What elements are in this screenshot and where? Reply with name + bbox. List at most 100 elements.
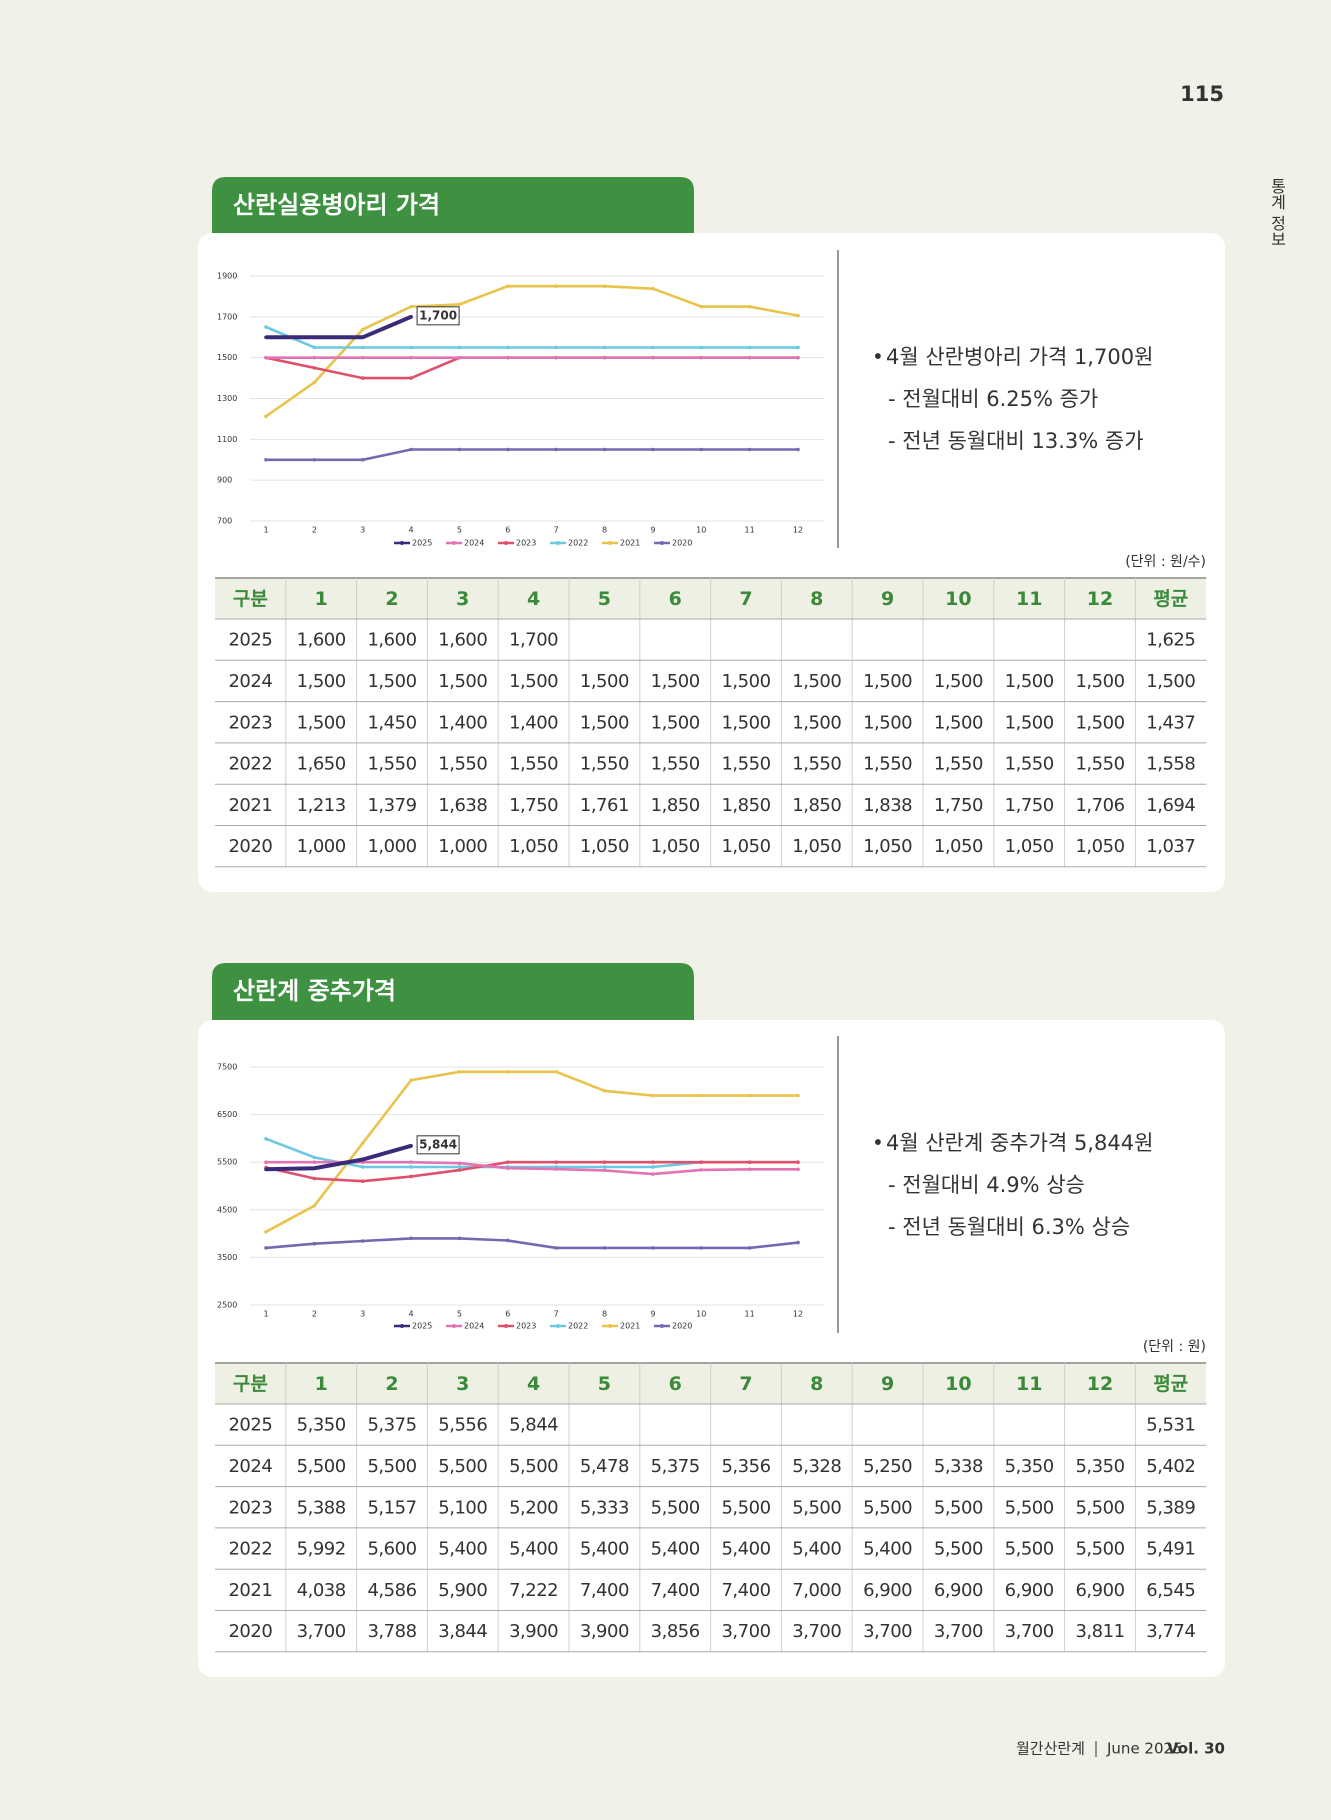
series-point <box>506 1069 510 1074</box>
y-tick-label: 6500 <box>217 1110 237 1119</box>
table-header-cell: 11 <box>1016 588 1042 610</box>
table-cell: 1,050 <box>721 836 770 857</box>
bullet-text: - 전년 동월대비 13.3% 증가 <box>888 429 1144 453</box>
table-cell: 4,038 <box>297 1580 346 1601</box>
table-cell: 1,500 <box>580 671 629 692</box>
table-cell: 1,500 <box>863 671 912 692</box>
table-cell: 1,500 <box>863 712 912 733</box>
series-point <box>699 355 704 360</box>
table-cell: 5,350 <box>1075 1456 1124 1477</box>
bullet-text: 4월 산란병아리 가격 1,700원 <box>886 345 1153 369</box>
table-cell: 1,000 <box>367 836 416 857</box>
x-tick-label: 2 <box>312 1310 317 1319</box>
series-point <box>264 355 268 360</box>
series-point <box>409 315 413 319</box>
table-cell: 5,900 <box>438 1580 487 1601</box>
y-tick-label: 1900 <box>217 272 237 281</box>
legend-label: 2022 <box>568 539 588 548</box>
series-point <box>360 457 365 462</box>
table-cell: 1,700 <box>509 630 558 651</box>
table-cell: 5,356 <box>721 1456 770 1477</box>
table-cell: 1,500 <box>792 671 841 692</box>
table-cell: 5,500 <box>1005 1539 1054 1560</box>
series-point <box>651 1246 655 1250</box>
y-tick-label: 5500 <box>217 1158 237 1167</box>
table-cell: 5,500 <box>1075 1539 1124 1560</box>
table-header-cell: 구분 <box>233 588 268 610</box>
series-point <box>796 1167 800 1172</box>
x-tick-label: 4 <box>409 1310 414 1319</box>
legend-label: 2021 <box>620 1322 640 1331</box>
unit-label: (단위 : 원/수) <box>1125 554 1206 570</box>
series-point <box>360 345 365 350</box>
series-point <box>360 335 365 340</box>
table-cell: 1,600 <box>297 630 346 651</box>
table-cell: 1,550 <box>509 754 558 775</box>
table-cell: 5,500 <box>297 1456 346 1477</box>
table-cell: 5,556 <box>438 1415 487 1436</box>
y-tick-label: 1500 <box>217 353 237 362</box>
series-point <box>796 355 800 360</box>
card <box>198 1020 1225 1677</box>
series-line <box>265 1143 412 1172</box>
table-cell: 5,500 <box>721 1497 770 1518</box>
table-cell: 1,750 <box>934 795 983 816</box>
table-cell: 1,050 <box>934 836 983 857</box>
legend-dot <box>556 541 560 545</box>
table-cell: 2022 <box>228 1539 272 1560</box>
series-point <box>747 1167 752 1172</box>
series-point <box>602 345 607 350</box>
legend-label: 2021 <box>620 539 640 548</box>
series-point <box>409 447 413 452</box>
x-tick-label: 7 <box>554 1310 559 1319</box>
series-point <box>264 1246 268 1250</box>
series-point <box>651 1172 655 1176</box>
table-cell: 2023 <box>228 712 272 733</box>
table-cell: 1,000 <box>297 836 346 857</box>
footer-volume: Vol. 30 <box>1167 1740 1225 1758</box>
series-point <box>747 1246 752 1250</box>
bullet-text: 4월 산란계 중추가격 5,844원 <box>886 1131 1153 1155</box>
series-point <box>264 325 268 329</box>
table-cell: 5,157 <box>367 1497 416 1518</box>
table-header-cell: 12 <box>1087 1373 1113 1395</box>
table-cell: 6,900 <box>1075 1580 1124 1601</box>
table-cell: 1,437 <box>1146 712 1195 733</box>
table-cell: 2025 <box>228 630 272 651</box>
series-point <box>264 1136 268 1141</box>
legend-label: 2020 <box>672 539 692 548</box>
table-cell: 5,328 <box>792 1456 841 1477</box>
table-header-cell: 10 <box>945 1373 971 1395</box>
table-cell: 3,844 <box>438 1621 487 1642</box>
series-point <box>506 447 510 452</box>
series-point <box>409 355 413 360</box>
table-cell: 1,550 <box>863 754 912 775</box>
series-point <box>602 447 607 452</box>
table-cell: 1,550 <box>651 754 700 775</box>
table-header-cell: 10 <box>945 588 971 610</box>
table-cell: 1,400 <box>509 712 558 733</box>
table-cell: 5,500 <box>1005 1497 1054 1518</box>
table-cell: 1,550 <box>1075 754 1124 775</box>
x-tick-label: 9 <box>650 1310 655 1319</box>
table-cell: 5,500 <box>792 1497 841 1518</box>
series-point <box>360 327 365 332</box>
series-point <box>651 1160 655 1164</box>
table-cell: 2025 <box>228 1415 272 1436</box>
legend-label: 2023 <box>516 539 536 548</box>
table-cell: 1,650 <box>297 754 346 775</box>
table-cell: 3,774 <box>1146 1621 1195 1642</box>
series-point <box>699 304 704 309</box>
table-cell: 1,500 <box>438 671 487 692</box>
table-header-cell: 평균 <box>1153 588 1188 610</box>
side-label: 통계 정보 <box>1268 178 1287 247</box>
series-point <box>747 1160 752 1164</box>
series-point <box>699 1160 704 1164</box>
series-point <box>796 313 800 318</box>
table-cell: 5,338 <box>934 1456 983 1477</box>
x-tick-label: 2 <box>312 526 317 535</box>
table-cell: 5,350 <box>297 1415 346 1436</box>
table-cell: 2024 <box>228 1456 272 1477</box>
series-point <box>602 1089 607 1093</box>
